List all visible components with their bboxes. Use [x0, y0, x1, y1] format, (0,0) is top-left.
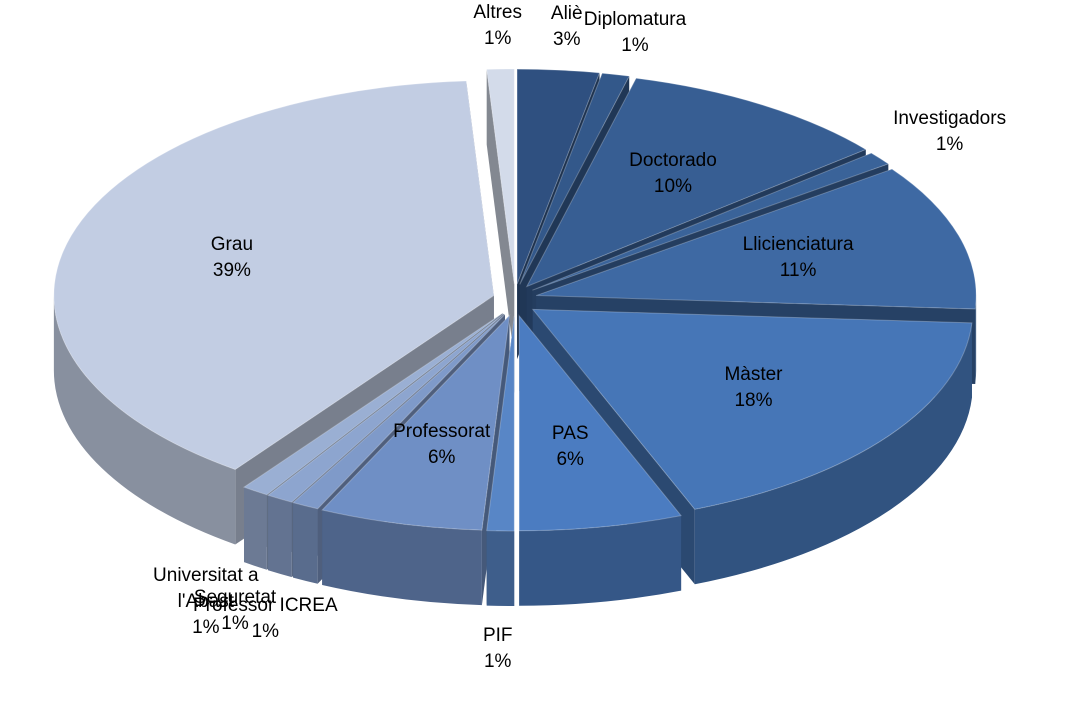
slice-category: Aliè — [550, 3, 583, 25]
slice-percent: 1% — [483, 650, 512, 672]
slice-label: Diplomatura 1% — [584, 7, 686, 59]
slice-side — [975, 295, 977, 385]
slice-side — [322, 510, 482, 606]
slice-label: PAS 6% — [552, 421, 589, 473]
slice-wall — [486, 69, 515, 360]
slice-percent: 3% — [553, 29, 581, 51]
slice-label: Professor ICREA 1% — [193, 593, 338, 645]
slice — [486, 315, 515, 532]
slice-label: Grau 39% — [211, 232, 253, 284]
slice-label: Investigadors 1% — [893, 106, 1006, 158]
slice-category: Seguretat — [193, 586, 277, 608]
slice-category: Professorat — [393, 420, 491, 442]
slice-label: Seguretat 1% — [194, 585, 276, 637]
slice-label: Professorat 6% — [393, 419, 490, 471]
slice — [525, 77, 867, 288]
slice-label: PIF 1% — [483, 623, 513, 675]
slice-category: PAS — [551, 422, 589, 444]
slice — [321, 314, 511, 531]
slice-category: Altres — [473, 2, 523, 24]
slice — [535, 168, 977, 310]
slice-percent: 6% — [556, 448, 584, 470]
slice-side — [486, 530, 515, 606]
slice — [532, 152, 890, 291]
slice-percent: 39% — [212, 260, 251, 282]
slice-label: Altres 1% — [473, 0, 522, 52]
slice-category: PIF — [482, 624, 513, 646]
slice-percent: 1% — [483, 28, 512, 50]
slice-category: Doctorado — [629, 149, 717, 171]
slice-label: Aliè 3% — [551, 1, 583, 53]
slice-side — [244, 487, 267, 570]
slice-category: Universitat a l'Abast — [153, 564, 259, 612]
slice-category: Llicienciatura — [742, 234, 854, 256]
slice-category: Professor ICREA — [192, 595, 338, 617]
slice — [486, 68, 515, 285]
slice-side — [293, 502, 318, 584]
slice-category: Màster — [724, 363, 783, 385]
slice — [242, 312, 503, 496]
slice-side — [268, 495, 292, 578]
slice-side — [519, 515, 682, 606]
slice — [519, 72, 631, 285]
slice-percent: 6% — [427, 446, 456, 468]
slice — [266, 313, 505, 503]
slice-percent: 18% — [734, 389, 773, 411]
slice — [292, 313, 506, 510]
slice-percent: 1% — [621, 34, 649, 56]
slice-label: Llicienciatura 11% — [743, 232, 854, 284]
slice-label: Universitat a l'Abast 1% — [131, 563, 281, 641]
slice-label: Doctorado 10% — [629, 148, 717, 200]
slice-category: Diplomatura — [583, 8, 687, 30]
slice-category: Grau — [210, 234, 254, 256]
slice-percent: 1% — [221, 612, 249, 634]
slice — [53, 80, 495, 471]
slice-label: Màster 18% — [724, 362, 782, 414]
slice-percent: 10% — [653, 175, 692, 197]
slice-side — [694, 322, 972, 585]
slice — [518, 314, 683, 532]
slice — [516, 68, 601, 285]
slice-category: Investigadors — [893, 108, 1007, 130]
slice-percent: 11% — [779, 260, 817, 282]
slice-percent: 1% — [251, 621, 280, 643]
slice-percent: 1% — [192, 616, 220, 638]
slice — [531, 308, 973, 510]
slice-side — [53, 295, 236, 545]
slice-percent: 1% — [935, 134, 964, 156]
